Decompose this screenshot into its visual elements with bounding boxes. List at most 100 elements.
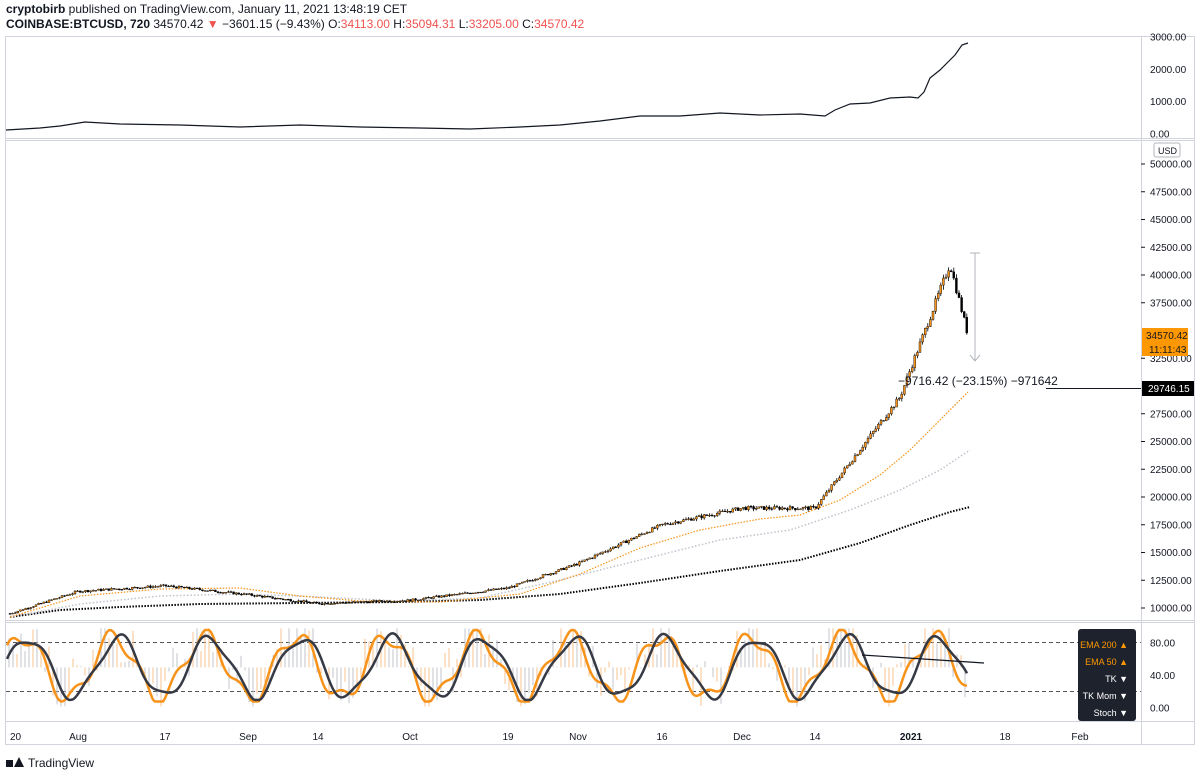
candle: [81, 591, 85, 594]
candle: [250, 593, 254, 597]
candle: [947, 267, 950, 282]
candle: [908, 368, 911, 380]
candle: [469, 592, 472, 595]
candle: [614, 546, 617, 548]
candle: [203, 590, 207, 592]
legend-tk[interactable]: TK ▼: [1105, 674, 1128, 684]
stoch-tick-label: 40.00: [1150, 671, 1175, 682]
candle: [300, 600, 303, 604]
candle: [211, 589, 215, 591]
candle: [115, 588, 118, 590]
candle: [190, 587, 194, 590]
candle: [258, 594, 261, 597]
author-name[interactable]: cryptobirb: [6, 2, 66, 16]
candle: [630, 537, 633, 541]
legend-tk-mom[interactable]: TK Mom ▼: [1082, 691, 1128, 701]
legend-ema-200[interactable]: EMA 200 ▲: [1080, 640, 1128, 650]
candle: [755, 506, 758, 511]
candle: [573, 562, 576, 567]
candle: [104, 588, 108, 590]
time-tick-label: 2021: [900, 732, 923, 743]
candle: [60, 595, 64, 599]
candle: [547, 574, 550, 576]
candle: [565, 566, 568, 571]
time-axis[interactable]: 20 Aug 17 Sep 14 Oct 19 Nov 16 Dec 14 2021 18 Feb: [10, 732, 1089, 743]
candle: [521, 581, 524, 584]
price-axis[interactable]: 50000.00 47500.00 45000.00 42500.00 40000.00…: [1141, 160, 1192, 615]
candle: [853, 452, 857, 463]
top-panel-axis[interactable]: 3000.00 2000.00 1000.00 0.00: [1150, 33, 1187, 141]
legend-stoch[interactable]: Stoch ▼: [1093, 708, 1128, 718]
candle: [596, 553, 599, 557]
candle: [169, 584, 173, 587]
stoch-panel-axis[interactable]: 80.00 40.00 0.00: [1150, 639, 1175, 715]
candle: [24, 607, 27, 611]
change-down-icon: ▼: [206, 17, 219, 31]
publish-info: published on TradingView.com, January 11…: [65, 2, 408, 16]
candle: [68, 593, 72, 596]
footer-brand: TradingView: [6, 756, 94, 770]
ema-200-line: [9, 506, 971, 618]
candle: [617, 543, 620, 549]
symbol-label[interactable]: COINBASE:BTCUSD, 720: [6, 17, 151, 31]
candle: [866, 436, 870, 445]
candle: [253, 595, 256, 598]
candle: [812, 504, 815, 509]
candle: [112, 588, 116, 590]
measure-tool[interactable]: [969, 252, 981, 362]
candle: [544, 573, 547, 576]
candle: [341, 602, 344, 604]
candle: [107, 588, 111, 592]
candle: [877, 422, 880, 432]
candle: [820, 498, 823, 507]
candle: [274, 597, 277, 600]
candle: [261, 595, 264, 599]
time-tick-label: 17: [159, 732, 171, 743]
candle: [175, 586, 178, 589]
candle: [726, 509, 729, 514]
candle: [700, 513, 703, 520]
open-label: O:: [328, 17, 341, 31]
countdown-tag-label: 11:11:43: [1149, 345, 1187, 356]
candle: [326, 602, 329, 605]
candle: [242, 592, 246, 596]
candle: [588, 557, 591, 560]
candle: [830, 484, 833, 493]
candle: [201, 589, 204, 592]
legend-ema-50[interactable]: EMA 50 ▲: [1085, 657, 1128, 667]
candle: [435, 594, 438, 597]
candle: [292, 600, 295, 603]
candle: [240, 592, 243, 596]
candle: [809, 505, 812, 510]
candle: [53, 598, 56, 601]
candle: [404, 600, 407, 603]
symbol-line: COINBASE:BTCUSD, 720 34570.42 ▼ −3601.15…: [6, 17, 584, 32]
candle: [89, 590, 92, 594]
candle: [227, 590, 230, 593]
candle: [65, 594, 69, 597]
candle: [716, 511, 719, 517]
candle: [656, 524, 659, 531]
price-tick-label: 32500.00: [1150, 354, 1192, 365]
candle: [141, 587, 144, 590]
time-tick-label: 14: [809, 732, 821, 743]
candle: [625, 539, 628, 544]
candle: [791, 506, 794, 510]
candle: [960, 295, 963, 314]
top-tick-label: 3000.00: [1150, 33, 1187, 44]
currency-badge[interactable]: [1153, 142, 1181, 158]
crosshair-price-label: 29746.15: [1148, 384, 1190, 395]
candle: [879, 418, 883, 426]
close-value: 34570.42: [534, 17, 585, 31]
price-tick-label: 25000.00: [1150, 437, 1192, 448]
candle: [708, 513, 711, 517]
candle: [263, 595, 266, 598]
ema-100-line: [9, 449, 971, 618]
candle: [182, 586, 186, 589]
candle: [765, 505, 768, 512]
stoch-tick-label: 80.00: [1150, 639, 1175, 650]
candle: [528, 579, 532, 582]
candle: [911, 364, 914, 374]
indicator-legend-panel[interactable]: EMA 200 ▲ EMA 50 ▲ TK ▼ TK Mom ▼ Stoch ▼: [1078, 629, 1136, 721]
